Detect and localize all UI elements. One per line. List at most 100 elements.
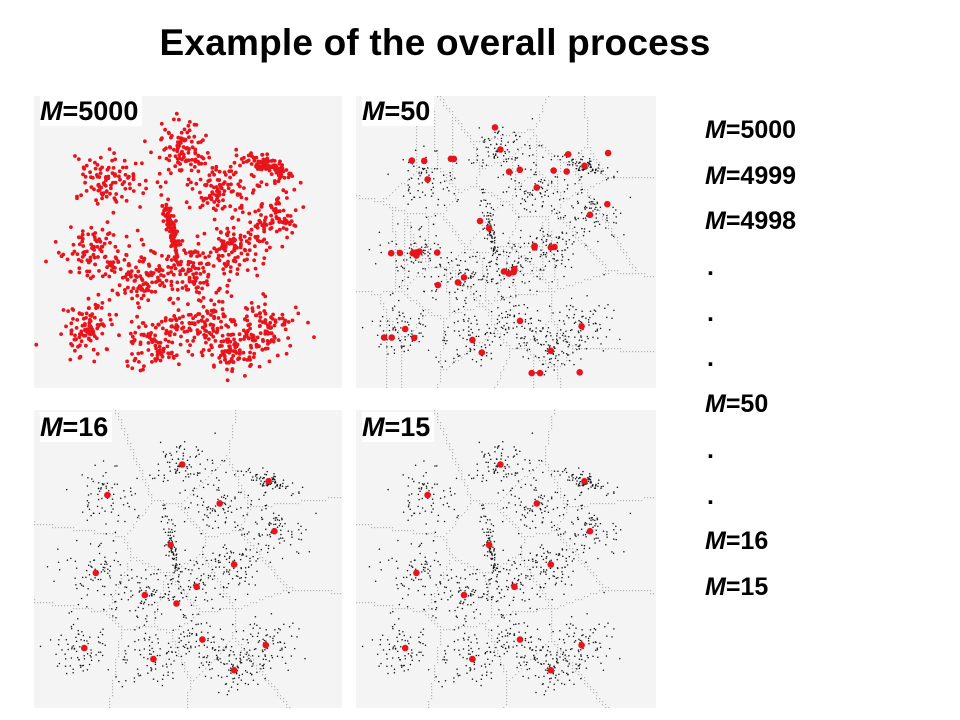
data-point — [184, 489, 186, 491]
data-point — [547, 195, 550, 198]
data-point — [204, 182, 209, 187]
data-point — [186, 465, 188, 468]
voronoi-edge-segment — [521, 216, 523, 218]
data-point — [231, 258, 236, 263]
voronoi-edge-segment — [461, 243, 463, 245]
data-point — [429, 248, 432, 250]
voronoi-edge-segment — [289, 707, 291, 708]
data-point — [85, 249, 89, 254]
voronoi-edge-segment — [386, 345, 388, 347]
voronoi-edge-segment — [371, 291, 373, 293]
data-point — [581, 316, 583, 318]
data-point — [172, 577, 174, 580]
data-point — [522, 274, 525, 276]
voronoi-edge-segment — [154, 566, 156, 568]
voronoi-edge-segment — [578, 177, 580, 179]
cluster-center — [581, 162, 588, 170]
data-point — [232, 678, 234, 680]
data-point — [479, 204, 481, 207]
cluster-center — [454, 279, 462, 286]
data-point — [224, 323, 229, 328]
voronoi-edge-segment — [452, 177, 454, 179]
data-point — [266, 534, 269, 536]
data-point — [565, 243, 568, 245]
voronoi-edge-segment — [395, 210, 397, 212]
data-point — [560, 263, 563, 265]
data-point — [212, 217, 217, 222]
voronoi-edge-segment — [196, 524, 198, 526]
data-point — [556, 339, 559, 342]
voronoi-edge-segment — [413, 279, 415, 281]
voronoi-edge-segment — [446, 318, 448, 320]
voronoi-edge-segment — [467, 309, 469, 311]
voronoi-edge-segment — [136, 458, 138, 460]
data-point — [578, 168, 580, 170]
data-point — [368, 248, 371, 251]
voronoi-edge-segment — [512, 231, 514, 233]
voronoi-edge-segment — [97, 611, 99, 613]
voronoi-edge-segment — [503, 159, 505, 161]
voronoi-edge-segment — [497, 291, 499, 293]
data-point — [100, 331, 105, 336]
voronoi-edge-segment — [602, 273, 604, 275]
data-point — [274, 165, 279, 169]
data-point — [393, 352, 396, 355]
data-point — [611, 317, 613, 319]
voronoi-edge-segment — [500, 282, 502, 284]
voronoi-plot-m16 — [34, 410, 342, 708]
data-point — [549, 361, 551, 364]
voronoi-edge-segment — [235, 641, 237, 643]
data-point — [125, 359, 129, 364]
voronoi-edge-segment — [578, 180, 580, 182]
data-point — [75, 650, 78, 653]
voronoi-edge-segment — [524, 348, 526, 350]
data-point — [255, 183, 260, 188]
voronoi-edge-segment — [479, 165, 481, 167]
voronoi-edge-segment — [268, 596, 270, 598]
voronoi-edge-segment — [551, 234, 553, 236]
data-point — [240, 210, 245, 215]
data-point — [168, 461, 171, 464]
data-point — [424, 268, 426, 270]
voronoi-edge-segment — [632, 267, 634, 269]
data-point — [185, 146, 190, 150]
data-point — [157, 171, 162, 176]
voronoi-edge-segment — [112, 686, 114, 688]
data-point — [218, 344, 223, 348]
voronoi-edge-segment — [295, 503, 297, 505]
voronoi-edge-segment — [542, 243, 544, 245]
voronoi-edge-segment — [359, 195, 361, 197]
voronoi-edge-segment — [223, 461, 225, 463]
voronoi-edge-segment — [500, 204, 502, 206]
data-point — [244, 196, 249, 201]
voronoi-edge-segment — [512, 246, 514, 248]
data-point — [248, 350, 253, 355]
data-point — [222, 271, 227, 276]
voronoi-edge-segment — [632, 177, 634, 179]
data-point — [178, 242, 183, 247]
data-point — [255, 222, 260, 227]
data-point — [259, 180, 264, 184]
voronoi-edge-segment — [217, 581, 219, 583]
voronoi-edge-segment — [232, 437, 234, 439]
voronoi-edge-segment — [407, 216, 409, 218]
voronoi-edge-segment — [596, 207, 598, 209]
data-point — [218, 360, 223, 364]
data-point — [473, 293, 475, 295]
voronoi-edge-segment — [479, 162, 481, 164]
data-point — [155, 180, 160, 185]
cluster-center — [510, 268, 517, 276]
data-point — [549, 332, 551, 334]
voronoi-edge-segment — [145, 482, 147, 484]
voronoi-edges — [356, 96, 655, 388]
data-point — [53, 240, 58, 244]
data-point — [557, 217, 560, 220]
voronoi-edge-segment — [536, 126, 538, 128]
voronoi-edge-segment — [593, 255, 595, 257]
data-point — [498, 290, 500, 293]
voronoi-edge-segment — [151, 626, 153, 628]
voronoi-edge-segment — [476, 186, 478, 188]
voronoi-edge-segment — [235, 422, 237, 424]
voronoi-edge-segment — [386, 378, 388, 380]
data-point — [453, 361, 455, 363]
